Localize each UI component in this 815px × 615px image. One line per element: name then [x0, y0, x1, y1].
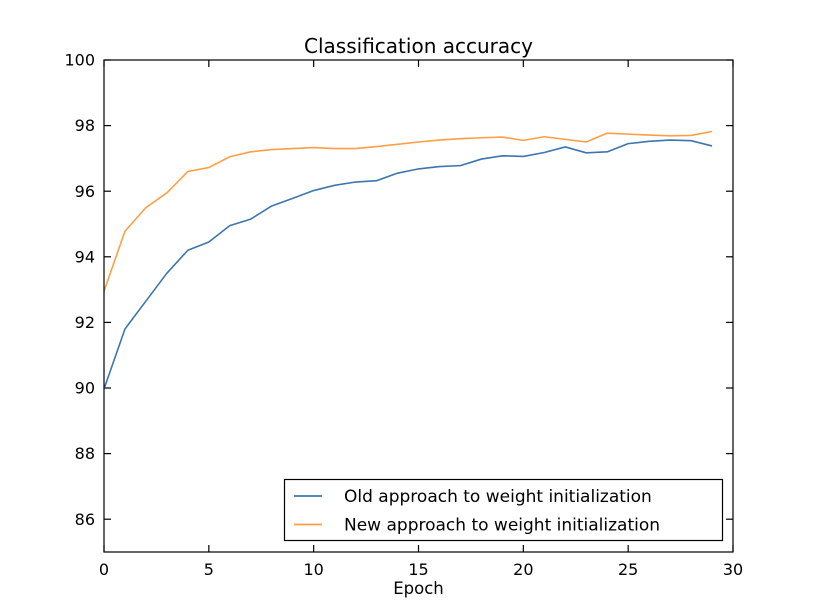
y-tick-label: 88 [75, 444, 95, 463]
series-line-old-approach [103, 139, 713, 390]
legend-item-new-approach: New approach to weight initialization [294, 515, 660, 535]
legend-box [283, 478, 724, 542]
y-tick-label: 100 [64, 51, 95, 70]
y-tick-label: 92 [75, 313, 95, 332]
plot-frame [103, 59, 734, 553]
y-tick-label: 86 [75, 510, 95, 529]
plot-generated-layer: 0 5 10 15 20 25 30 86 88 90 92 94 96 98 100 [64, 51, 743, 579]
x-tick-label: 20 [513, 560, 533, 579]
y-tick-label: 90 [75, 379, 95, 398]
x-tick-label: 30 [723, 560, 743, 579]
legend: Old approach to weight initialization Ne… [283, 478, 724, 542]
y-tick-label: 96 [75, 182, 95, 201]
legend-label-old-approach: Old approach to weight initialization [344, 487, 652, 507]
legend-label-new-approach: New approach to weight initialization [344, 515, 660, 535]
x-tick-label: 10 [303, 560, 323, 579]
y-tick-label: 94 [75, 247, 95, 266]
x-tick-label: 15 [408, 560, 428, 579]
x-axis-label: Epoch [393, 579, 444, 598]
legend-item-old-approach: Old approach to weight initialization [294, 487, 652, 507]
x-tick-label: 5 [204, 560, 214, 579]
chart-title: Classification accuracy [304, 34, 533, 58]
x-tick-label: 25 [618, 560, 638, 579]
series-line-new-approach [103, 130, 713, 292]
y-tick-label: 98 [75, 116, 95, 135]
x-tick-label: 0 [99, 560, 109, 579]
